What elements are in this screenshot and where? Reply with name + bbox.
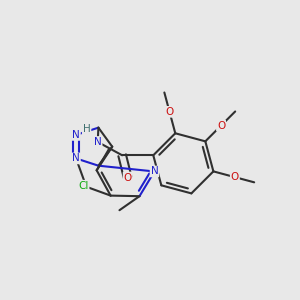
Text: Cl: Cl xyxy=(78,181,88,191)
Text: O: O xyxy=(165,107,174,117)
Text: N: N xyxy=(151,167,158,176)
Text: H: H xyxy=(83,124,91,134)
Text: N: N xyxy=(72,130,80,140)
Text: O: O xyxy=(124,172,132,182)
Text: O: O xyxy=(217,121,225,130)
Text: O: O xyxy=(231,172,239,182)
Text: N: N xyxy=(72,153,80,164)
Text: N: N xyxy=(94,137,102,147)
